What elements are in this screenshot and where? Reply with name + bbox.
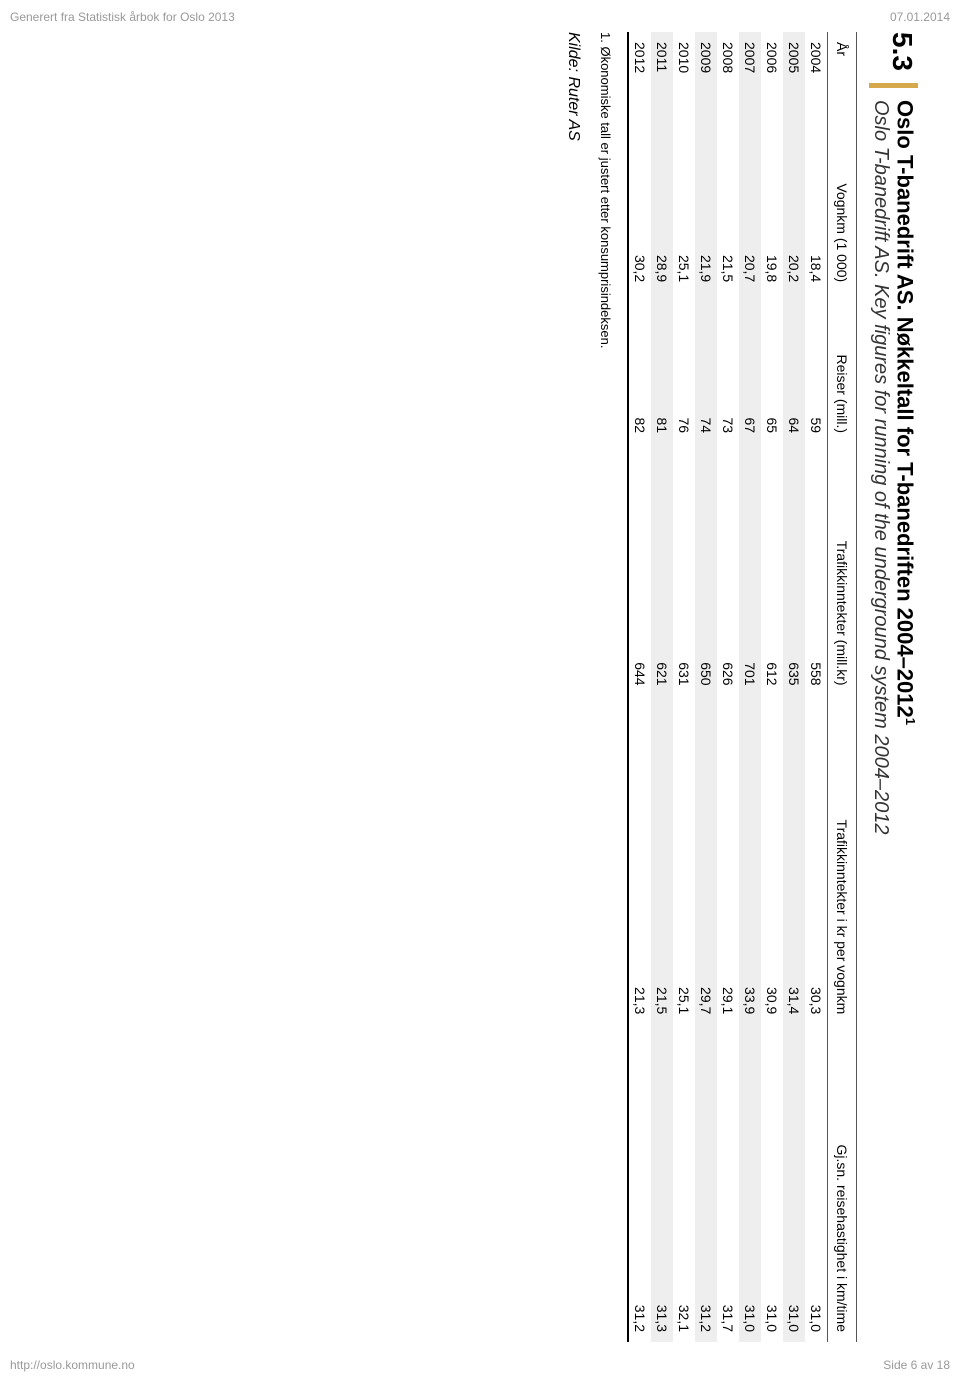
cell: 33,9 bbox=[739, 696, 761, 1025]
cell: 2005 bbox=[783, 32, 805, 110]
cell: 67 bbox=[739, 292, 761, 443]
cell: 25,1 bbox=[673, 110, 695, 292]
cell: 65 bbox=[761, 292, 783, 443]
table-header-row: År Vognkm (1 000) Reiser (mill.) Trafikk… bbox=[827, 32, 856, 1342]
cell: 2012 bbox=[628, 32, 651, 110]
page-header-right: 07.01.2014 bbox=[890, 10, 950, 24]
table-row: 2010 25,1 76 631 25,1 32,1 bbox=[673, 32, 695, 1342]
cell: 64 bbox=[783, 292, 805, 443]
cell: 2004 bbox=[805, 32, 828, 110]
page-footer-right: Side 6 av 18 bbox=[883, 1358, 950, 1372]
cell: 81 bbox=[651, 292, 673, 443]
cell: 2008 bbox=[717, 32, 739, 110]
page-header-left: Generert fra Statistisk årbok for Oslo 2… bbox=[10, 10, 235, 24]
cell: 82 bbox=[628, 292, 651, 443]
cell: 31,0 bbox=[783, 1024, 805, 1342]
cell: 626 bbox=[717, 443, 739, 695]
title-text: Oslo T-banedrift AS. Nøkkeltall for T-ba… bbox=[893, 100, 918, 718]
main-content: 5.3 Oslo T-banedrift AS. Nøkkeltall for … bbox=[42, 32, 918, 1342]
section-accent-bar bbox=[869, 83, 918, 88]
page-footer-left: http://oslo.kommune.no bbox=[10, 1358, 135, 1372]
cell: 21,5 bbox=[717, 110, 739, 292]
col-header: Gj.sn. reisehastighet i km/time bbox=[827, 1024, 856, 1342]
table-row: 2006 19,8 65 612 30,9 31,0 bbox=[761, 32, 783, 1342]
table-row: 2004 18,4 59 558 30,3 31,0 bbox=[805, 32, 828, 1342]
cell: 32,1 bbox=[673, 1024, 695, 1342]
table-row: 2011 28,9 81 621 21,5 31,3 bbox=[651, 32, 673, 1342]
footnote: 1. Økonomiske tall er justert etter kons… bbox=[598, 50, 613, 1342]
section-titles: Oslo T-banedrift AS. Nøkkeltall for T-ba… bbox=[869, 100, 918, 835]
cell: 631 bbox=[673, 443, 695, 695]
table-row: 2012 30,2 82 644 21,3 31,2 bbox=[628, 32, 651, 1342]
col-header: Vognkm (1 000) bbox=[827, 110, 856, 292]
cell: 31,2 bbox=[695, 1024, 717, 1342]
cell: 20,2 bbox=[783, 110, 805, 292]
cell: 21,9 bbox=[695, 110, 717, 292]
cell: 621 bbox=[651, 443, 673, 695]
cell: 644 bbox=[628, 443, 651, 695]
section-title-main: Oslo T-banedrift AS. Nøkkeltall for T-ba… bbox=[892, 100, 918, 835]
table-row: 2008 21,5 73 626 29,1 31,7 bbox=[717, 32, 739, 1342]
cell: 30,3 bbox=[805, 696, 828, 1025]
cell: 74 bbox=[695, 292, 717, 443]
cell: 30,9 bbox=[761, 696, 783, 1025]
title-superscript: 1 bbox=[903, 718, 918, 725]
cell: 31,0 bbox=[805, 1024, 828, 1342]
cell: 21,3 bbox=[628, 696, 651, 1025]
cell: 18,4 bbox=[805, 110, 828, 292]
cell: 2009 bbox=[695, 32, 717, 110]
cell: 612 bbox=[761, 443, 783, 695]
col-header: År bbox=[827, 32, 856, 110]
cell: 30,2 bbox=[628, 110, 651, 292]
cell: 29,7 bbox=[695, 696, 717, 1025]
source-line: Kilde: Ruter AS bbox=[564, 32, 582, 1342]
cell: 59 bbox=[805, 292, 828, 443]
col-header: Trafikkinntekter (mill.kr) bbox=[827, 443, 856, 695]
section-title-sub: Oslo T-banedrift AS. Key figures for run… bbox=[869, 100, 892, 835]
cell: 31,7 bbox=[717, 1024, 739, 1342]
cell: 73 bbox=[717, 292, 739, 443]
col-header: Trafikkinntekter i kr per vognkm bbox=[827, 696, 856, 1025]
cell: 2006 bbox=[761, 32, 783, 110]
data-table: År Vognkm (1 000) Reiser (mill.) Trafikk… bbox=[627, 32, 857, 1342]
col-header: Reiser (mill.) bbox=[827, 292, 856, 443]
table-row: 2007 20,7 67 701 33,9 31,0 bbox=[739, 32, 761, 1342]
cell: 21,5 bbox=[651, 696, 673, 1025]
cell: 31,0 bbox=[739, 1024, 761, 1342]
cell: 2007 bbox=[739, 32, 761, 110]
table-header: År Vognkm (1 000) Reiser (mill.) Trafikk… bbox=[827, 32, 856, 1342]
section-header: 5.3 Oslo T-banedrift AS. Nøkkeltall for … bbox=[869, 32, 918, 1342]
table-row: 2009 21,9 74 650 29,7 31,2 bbox=[695, 32, 717, 1342]
table-row: 2005 20,2 64 635 31,4 31,0 bbox=[783, 32, 805, 1342]
cell: 28,9 bbox=[651, 110, 673, 292]
cell: 29,1 bbox=[717, 696, 739, 1025]
cell: 19,8 bbox=[761, 110, 783, 292]
table-body: 2004 18,4 59 558 30,3 31,0 2005 20,2 64 … bbox=[628, 32, 828, 1342]
cell: 20,7 bbox=[739, 110, 761, 292]
section-number: 5.3 bbox=[886, 32, 918, 71]
cell: 31,0 bbox=[761, 1024, 783, 1342]
cell: 635 bbox=[783, 443, 805, 695]
cell: 76 bbox=[673, 292, 695, 443]
cell: 2010 bbox=[673, 32, 695, 110]
cell: 31,4 bbox=[783, 696, 805, 1025]
cell: 31,3 bbox=[651, 1024, 673, 1342]
cell: 701 bbox=[739, 443, 761, 695]
cell: 650 bbox=[695, 443, 717, 695]
cell: 2011 bbox=[651, 32, 673, 110]
cell: 31,2 bbox=[628, 1024, 651, 1342]
cell: 558 bbox=[805, 443, 828, 695]
cell: 25,1 bbox=[673, 696, 695, 1025]
